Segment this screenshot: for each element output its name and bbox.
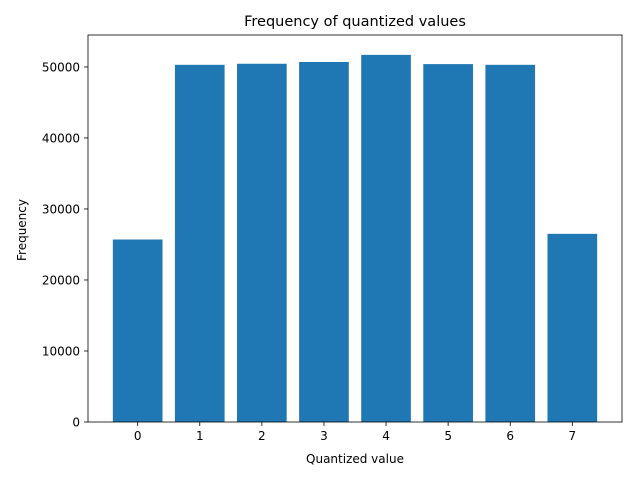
bar-5 [423, 64, 473, 423]
x-tick-label: 3 [320, 429, 328, 443]
x-tick-label: 4 [382, 429, 390, 443]
chart-title: Frequency of quantized values [244, 14, 466, 30]
y-axis-ticks: 0 10000 20000 30000 40000 50000 [42, 60, 88, 430]
bar-1 [174, 64, 225, 422]
x-tick-label: 7 [569, 429, 577, 443]
x-tick-label: 6 [506, 429, 514, 443]
bar-4 [361, 54, 411, 422]
plot-bars [112, 54, 598, 423]
y-tick-label: 20000 [42, 273, 80, 287]
bar-3 [299, 61, 349, 422]
bar-6 [485, 64, 536, 422]
y-tick-label: 30000 [42, 202, 80, 216]
x-axis-label: Quantized value [306, 452, 404, 466]
x-axis-ticks: 0 1 2 3 4 5 6 7 [134, 422, 576, 443]
bar-7 [547, 233, 598, 422]
x-tick-label: 5 [444, 429, 452, 443]
y-tick-label: 40000 [42, 131, 80, 145]
y-tick-label: 50000 [42, 60, 80, 74]
x-tick-label: 0 [134, 429, 142, 443]
plot-frame [87, 34, 623, 423]
x-tick-label: 1 [196, 429, 204, 443]
x-tick-label: 2 [258, 429, 266, 443]
y-tick-label: 0 [72, 416, 80, 430]
y-axis-label: Frequency [15, 199, 29, 261]
bar-2 [237, 63, 287, 422]
bar-0 [112, 239, 163, 422]
y-tick-label: 10000 [42, 344, 80, 358]
